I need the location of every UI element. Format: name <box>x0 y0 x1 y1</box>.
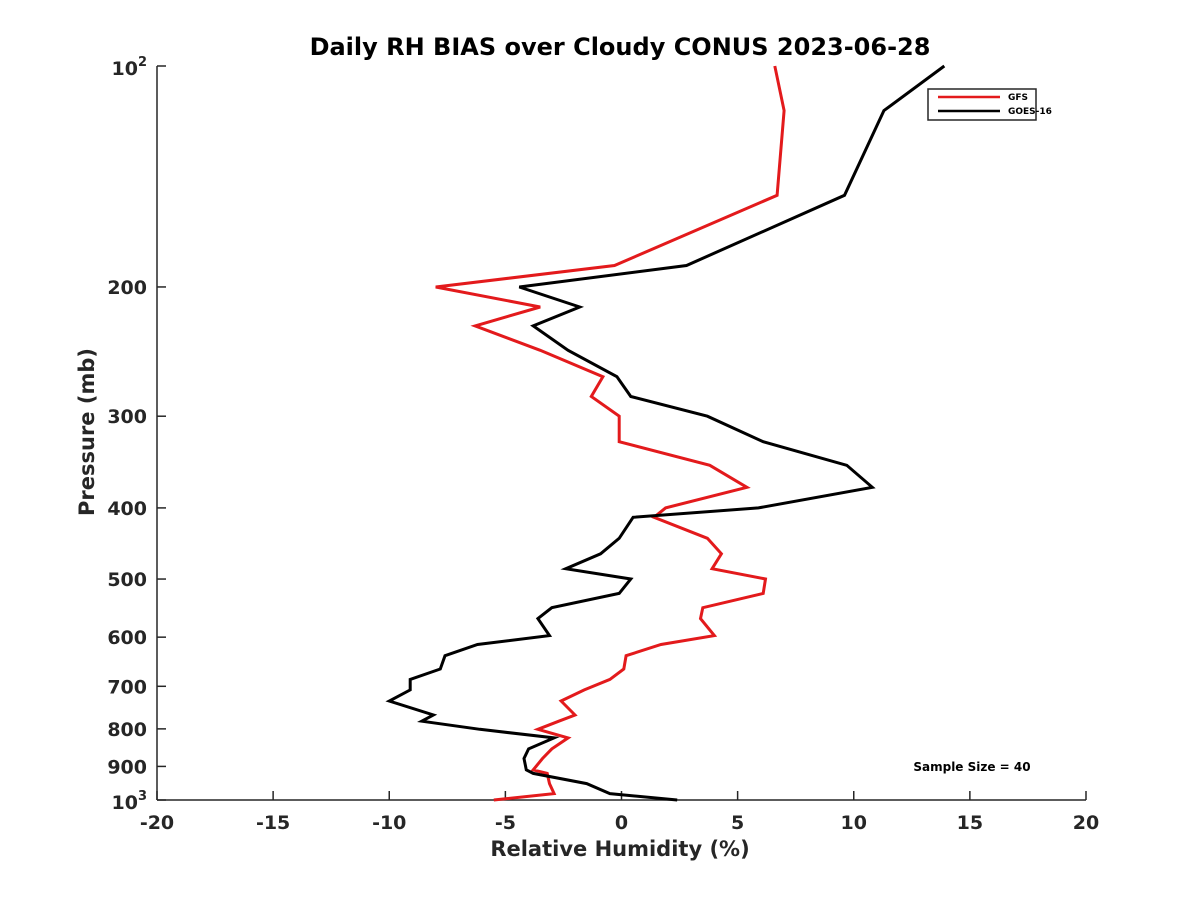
legend: GFS GOES-16 <box>927 88 1052 121</box>
legend-label-gfs: GFS <box>1008 93 1028 103</box>
chart-title: Daily RH BIAS over Cloudy CONUS 2023-06-… <box>310 33 931 61</box>
y-tick-label: 400 <box>107 498 147 520</box>
y-tick-label: 200 <box>107 277 147 299</box>
y-tick-label: 600 <box>107 627 147 649</box>
y-tick-label: 500 <box>107 569 147 591</box>
legend-label-goes16: GOES-16 <box>1008 107 1052 117</box>
y-tick-label: 102 <box>112 55 148 80</box>
x-tick-label: -5 <box>495 812 516 834</box>
x-tick-label: 5 <box>731 812 744 834</box>
axes: -20 -15 -10 -5 0 5 10 15 20 102 200 300 400 500 600 700… <box>107 55 1099 834</box>
y-tick-label: 700 <box>107 676 147 698</box>
plot-lines <box>385 64 946 802</box>
y-tick-label: 900 <box>107 756 147 778</box>
series-line-goes-16 <box>385 64 946 802</box>
sample-size-annotation: Sample Size = 40 <box>913 760 1030 774</box>
x-tick-label: 15 <box>957 812 983 834</box>
series-line-gfs <box>435 65 786 802</box>
x-tick-label: 0 <box>615 812 628 834</box>
x-tick-label: 10 <box>841 812 867 834</box>
y-tick-label: 300 <box>107 406 147 428</box>
x-axis-label: Relative Humidity (%) <box>490 837 749 861</box>
x-tick-label: 20 <box>1073 812 1099 834</box>
y-tick-label: 800 <box>107 719 147 741</box>
x-tick-label: -10 <box>372 812 406 834</box>
y-tick-label: 103 <box>112 789 148 814</box>
y-axis-label: Pressure (mb) <box>75 348 99 516</box>
x-tick-label: -15 <box>256 812 290 834</box>
x-tick-label: -20 <box>140 812 174 834</box>
legend-box <box>927 88 1037 121</box>
